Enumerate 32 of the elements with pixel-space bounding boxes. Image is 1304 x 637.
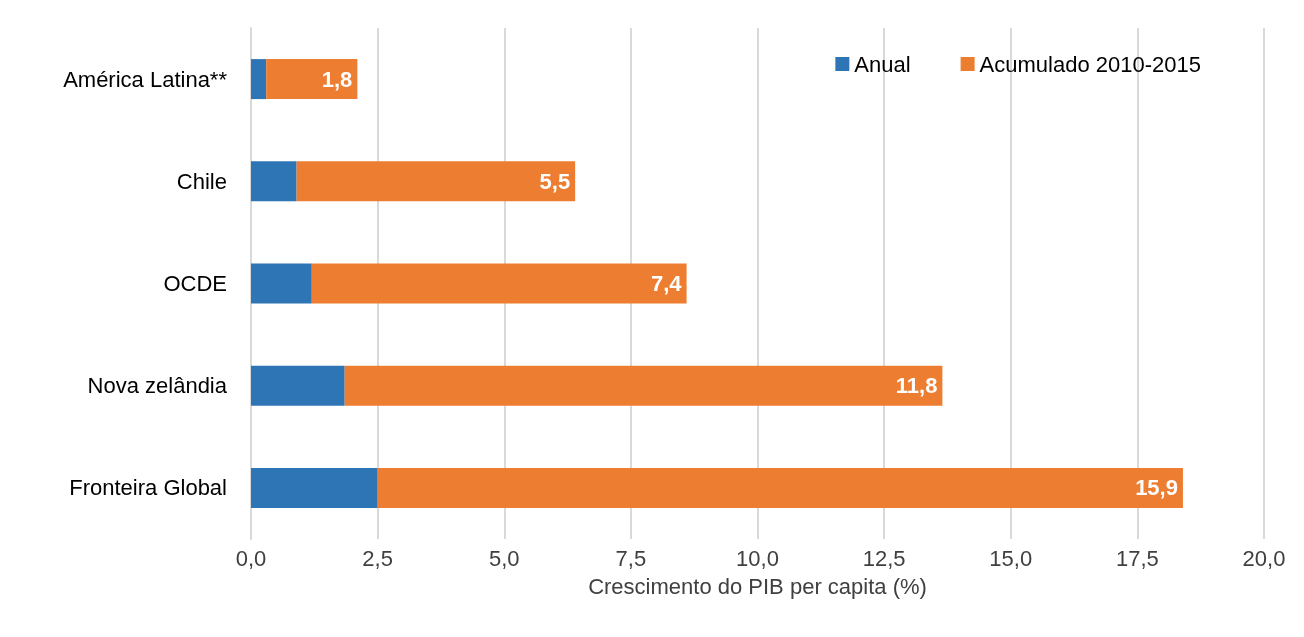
legend-label: Anual (854, 51, 911, 77)
bar (311, 263, 687, 304)
y-tick-label: OCDE (163, 271, 227, 296)
bar (251, 467, 378, 508)
x-tick-label: 15,0 (989, 545, 1033, 571)
x-tick-label: 17,5 (1115, 545, 1159, 571)
y-tick-label: Fronteira Global (69, 475, 227, 501)
y-tick-label: Chile (176, 168, 227, 194)
bar (266, 59, 358, 100)
bar (251, 365, 345, 406)
y-tick-label: Nova zelândia (87, 373, 228, 399)
x-tick-label: 0,0 (235, 545, 267, 571)
data-label: 7,4 (651, 271, 683, 296)
x-axis-title: Crescimento do PIB per capita (%) (588, 573, 927, 599)
bar (251, 263, 312, 304)
data-label: 1,8 (321, 66, 353, 92)
bar (344, 365, 943, 406)
x-tick-label: 5,0 (488, 545, 520, 571)
x-tick-label: 20,0 (1242, 545, 1286, 571)
bar (377, 467, 1183, 508)
x-tick-label: 2,5 (362, 545, 393, 571)
x-tick-label: 12,5 (862, 545, 906, 571)
bar (296, 161, 576, 202)
x-tick-label: 10,0 (736, 545, 779, 571)
x-tick-label: 7,5 (615, 545, 647, 571)
bar (251, 59, 267, 100)
data-label: 5,5 (539, 168, 571, 194)
data-label: 15,9 (1135, 475, 1178, 501)
y-tick-label: América Latina** (63, 66, 228, 92)
bar (251, 161, 297, 202)
data-label: 11,8 (895, 373, 938, 399)
legend-label: Acumulado 2010-2015 (979, 51, 1201, 77)
